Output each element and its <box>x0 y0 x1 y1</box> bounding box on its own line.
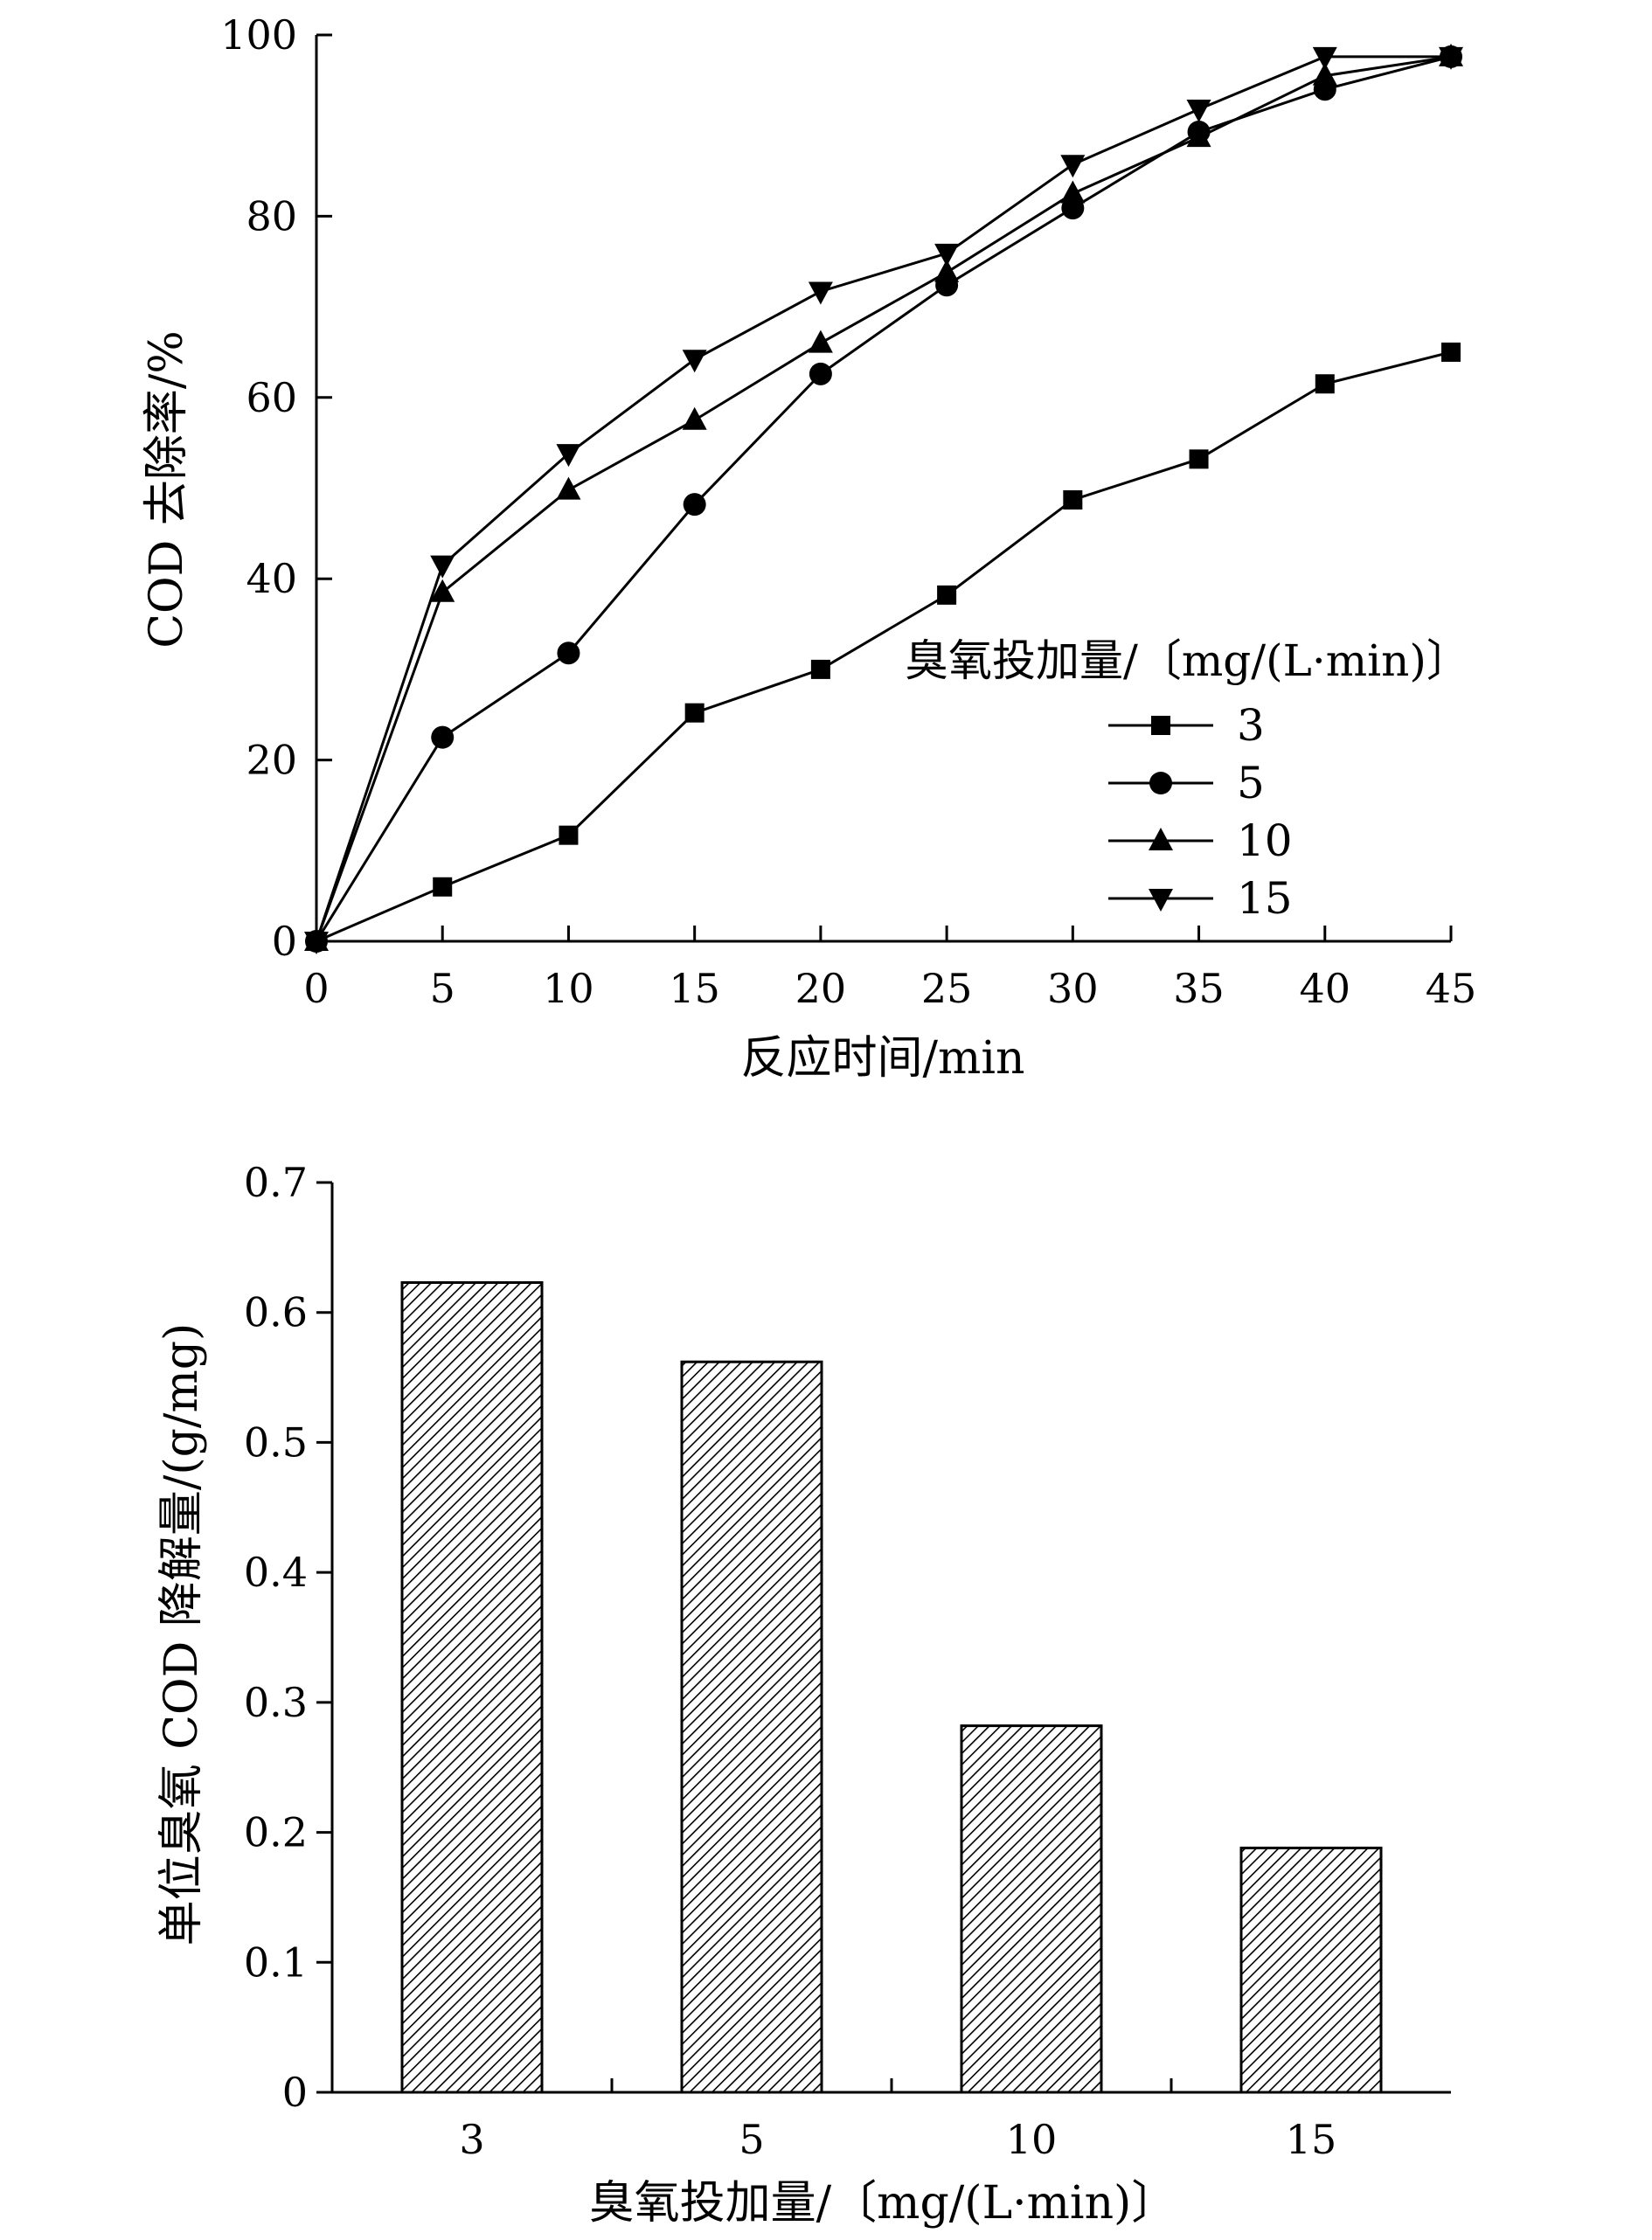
line-chart-x-ticks: 0 5 10 15 20 25 30 35 40 45 <box>303 926 1476 1012</box>
data-point-15 <box>1312 46 1337 70</box>
series-line-10 <box>315 55 1452 942</box>
y-tick-label: 80 <box>246 192 297 239</box>
legend-marker-3 <box>1151 716 1170 735</box>
data-point-15 <box>934 243 960 267</box>
bar-chart-y-ticks: 0 0.1 0.2 0.3 0.4 0.5 0.6 0.7 <box>244 1159 332 2116</box>
y-tick-label: 0 <box>272 918 297 965</box>
data-point-10 <box>430 579 455 602</box>
data-point-15 <box>1439 46 1463 70</box>
data-point-3 <box>937 585 957 605</box>
y-tick-label: 20 <box>246 737 297 784</box>
data-point-10 <box>556 476 581 500</box>
data-point-3 <box>433 877 453 897</box>
data-point-15 <box>1186 100 1211 123</box>
data-point-15 <box>808 281 833 305</box>
data-point-15 <box>682 350 707 373</box>
x-tick-label: 35 <box>1173 965 1225 1012</box>
y-tick-label: 0 <box>282 2069 308 2116</box>
x-tick-label: 10 <box>1006 2116 1058 2163</box>
data-point-5 <box>683 493 706 517</box>
data-point-3 <box>1315 374 1335 394</box>
bar-chart-plot-area <box>400 1281 1383 2094</box>
line-chart-legend: 臭氧投加量/〔mg/(L·min)〕 3 5 10 15 <box>905 635 1470 924</box>
x-tick-label: 40 <box>1300 965 1351 1012</box>
data-point-10 <box>1312 62 1337 86</box>
data-point-10 <box>1186 124 1211 148</box>
data-point-10 <box>1060 180 1086 204</box>
bar-chart-x-ticks: 3 5 10 15 <box>459 2078 1336 2163</box>
series-line-15 <box>315 55 1451 942</box>
bar-10 <box>960 1724 1103 2094</box>
line-chart-plot-area <box>304 43 1463 954</box>
data-point-3 <box>1189 449 1209 469</box>
x-tick-label: 30 <box>1047 965 1099 1012</box>
data-point-15 <box>556 444 581 468</box>
legend-label: 3 <box>1237 700 1265 751</box>
series-line-5 <box>315 55 1452 942</box>
line-chart-y-ticks: 0 20 40 60 80 100 <box>220 11 332 965</box>
y-tick-label: 0.3 <box>244 1679 308 1726</box>
data-point-10 <box>682 406 707 430</box>
bar-chart: 0 0.1 0.2 0.3 0.4 0.5 0.6 0.7 3 5 10 15 臭氧投加量/〔mg/… <box>156 1159 1451 2230</box>
data-point-3 <box>684 703 705 723</box>
x-tick-label: 0 <box>303 965 329 1012</box>
x-tick-label: 10 <box>543 965 594 1012</box>
data-point-3 <box>559 825 579 845</box>
bar-15 <box>1239 1846 1383 2094</box>
legend-label: 10 <box>1237 815 1293 866</box>
x-tick-label: 15 <box>1286 2116 1337 2163</box>
y-tick-label: 0.5 <box>244 1418 308 1466</box>
y-tick-label: 100 <box>220 11 297 59</box>
data-point-5 <box>557 641 580 665</box>
y-tick-label: 60 <box>246 374 297 421</box>
y-tick-label: 0.2 <box>244 1809 308 1856</box>
y-tick-label: 0.1 <box>244 1938 308 1986</box>
legend-marker-5 <box>1149 772 1172 794</box>
x-tick-label: 25 <box>921 965 973 1012</box>
data-point-5 <box>431 725 455 749</box>
bar-chart-y-axis-label: 单位臭氧 COD 降解量/(g/mg) <box>156 1323 208 1946</box>
data-point-15 <box>304 932 329 954</box>
data-point-3 <box>810 659 830 679</box>
x-tick-label: 15 <box>669 965 720 1012</box>
data-point-3 <box>1441 342 1461 362</box>
bar-chart-x-axis-label: 臭氧投加量/〔mg/(L·min)〕 <box>589 2177 1177 2230</box>
legend-marker-15 <box>1149 889 1173 912</box>
x-tick-label: 45 <box>1426 965 1477 1012</box>
x-tick-label: 20 <box>795 965 847 1012</box>
y-tick-label: 0.4 <box>244 1549 308 1596</box>
bar-3 <box>400 1281 544 2094</box>
legend-label: 5 <box>1237 758 1265 808</box>
bar-5 <box>680 1360 823 2094</box>
y-tick-label: 0.7 <box>244 1159 308 1206</box>
data-point-10 <box>934 259 960 282</box>
series-line-3 <box>316 350 1452 943</box>
y-tick-label: 0.6 <box>244 1289 308 1336</box>
legend-label: 15 <box>1237 873 1293 924</box>
y-tick-label: 40 <box>246 555 297 602</box>
x-tick-label: 3 <box>459 2116 484 2163</box>
data-point-15 <box>430 555 455 579</box>
line-chart-x-axis-label: 反应时间/min <box>741 1032 1025 1085</box>
data-point-3 <box>1063 489 1083 510</box>
x-tick-label: 5 <box>739 2116 764 2163</box>
data-point-5 <box>809 362 832 385</box>
legend-title: 臭氧投加量/〔mg/(L·min)〕 <box>905 635 1470 686</box>
x-tick-label: 5 <box>430 965 455 1012</box>
data-point-10 <box>808 329 833 353</box>
line-chart-y-axis-label: COD 去除率/% <box>141 330 193 648</box>
legend-marker-10 <box>1149 828 1173 850</box>
data-point-15 <box>1060 155 1086 178</box>
